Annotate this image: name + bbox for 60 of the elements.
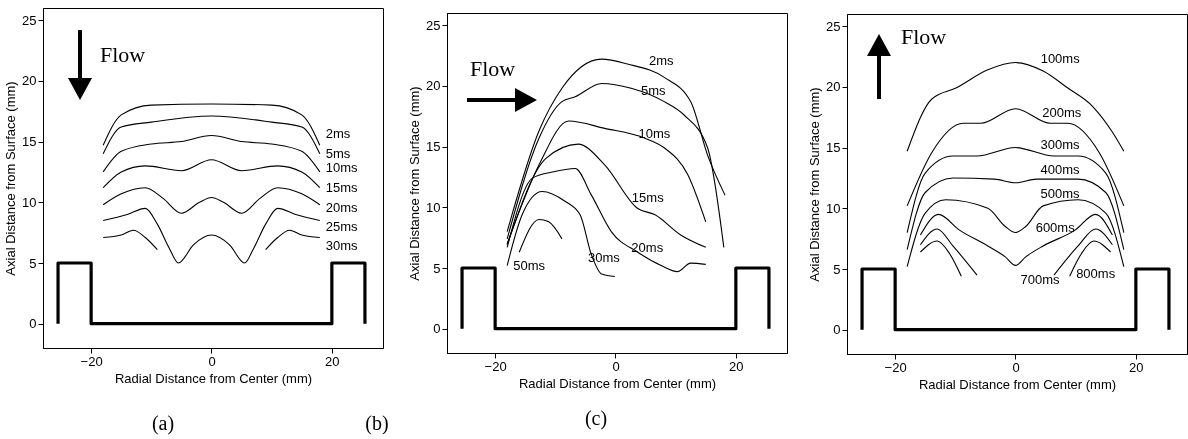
series-label: 30ms xyxy=(325,237,359,253)
x-tick-label: 20 xyxy=(325,353,340,369)
y-tick-label: 5 xyxy=(833,261,841,277)
x-tick-label: 20 xyxy=(729,358,744,374)
y-tick-label: 15 xyxy=(22,134,37,150)
series-label: 5ms xyxy=(640,82,667,98)
y-tick-label: 20 xyxy=(426,78,441,94)
series-label: 15ms xyxy=(631,189,665,205)
y-tick-label: 15 xyxy=(826,140,841,156)
y-tick-label: 10 xyxy=(22,194,37,210)
x-tick-label: −20 xyxy=(80,353,103,369)
y-axis-title: Axial Distance from Surface (mm) xyxy=(407,86,423,281)
series-label: 20ms xyxy=(325,199,359,215)
x-tick-label: −20 xyxy=(484,358,507,374)
x-axis-title: Radial Distance from Center (mm) xyxy=(918,376,1117,392)
series-label: 15ms xyxy=(325,179,359,195)
series-label: 25ms xyxy=(325,218,359,234)
text: (b) xyxy=(365,412,389,434)
y-axis-title: Axial Distance from Surface (mm) xyxy=(807,87,823,282)
y-tick-label: 10 xyxy=(426,199,441,215)
x-tick-label: 0 xyxy=(612,358,620,374)
series-label: 100ms xyxy=(1040,51,1081,67)
y-tick-label: 5 xyxy=(29,255,37,271)
series-label: 10ms xyxy=(638,126,671,142)
annotation: Flow xyxy=(901,24,947,49)
y-tick-label: 20 xyxy=(22,73,37,89)
annotation: Flow xyxy=(470,56,516,81)
x-tick-label: 20 xyxy=(1129,359,1144,375)
y-tick-label: 0 xyxy=(433,321,441,337)
y-tick-label: 15 xyxy=(426,139,441,155)
annotation: Flow xyxy=(100,42,146,67)
series-label: 2ms xyxy=(648,53,675,69)
series-label: 300ms xyxy=(1040,137,1081,153)
x-tick-label: −20 xyxy=(884,359,907,375)
series-label: 200ms xyxy=(1042,105,1082,121)
y-tick-label: 0 xyxy=(29,316,37,332)
x-axis-title: Radial Distance from Center (mm) xyxy=(114,370,313,386)
series-label: 400ms xyxy=(1040,162,1081,178)
y-tick-label: 25 xyxy=(826,18,841,34)
series-label: 2ms xyxy=(325,126,351,142)
series-label: 20ms xyxy=(631,239,664,255)
series-label: 50ms xyxy=(513,258,546,274)
text: (c) xyxy=(584,407,608,429)
y-tick-label: 0 xyxy=(833,322,841,338)
y-tick-label: 5 xyxy=(433,260,441,276)
series-label: 10ms xyxy=(325,159,359,175)
y-axis-title: Axial Distance from Surface (mm) xyxy=(3,81,19,276)
y-tick-label: 25 xyxy=(22,12,37,28)
series-label: 600ms xyxy=(1035,219,1076,235)
series-label: 500ms xyxy=(1040,185,1081,201)
y-tick-label: 20 xyxy=(826,79,841,95)
x-axis-title: Radial Distance from Center (mm) xyxy=(518,375,717,391)
text: (a) xyxy=(151,412,175,434)
series-label: 700ms xyxy=(1020,272,1061,288)
series-label: 800ms xyxy=(1076,266,1116,282)
y-tick-label: 10 xyxy=(826,200,841,216)
x-tick-label: 0 xyxy=(208,353,216,369)
x-tick-label: 0 xyxy=(1012,359,1020,375)
series-label: 5ms xyxy=(325,145,351,161)
y-tick-label: 25 xyxy=(426,17,441,33)
